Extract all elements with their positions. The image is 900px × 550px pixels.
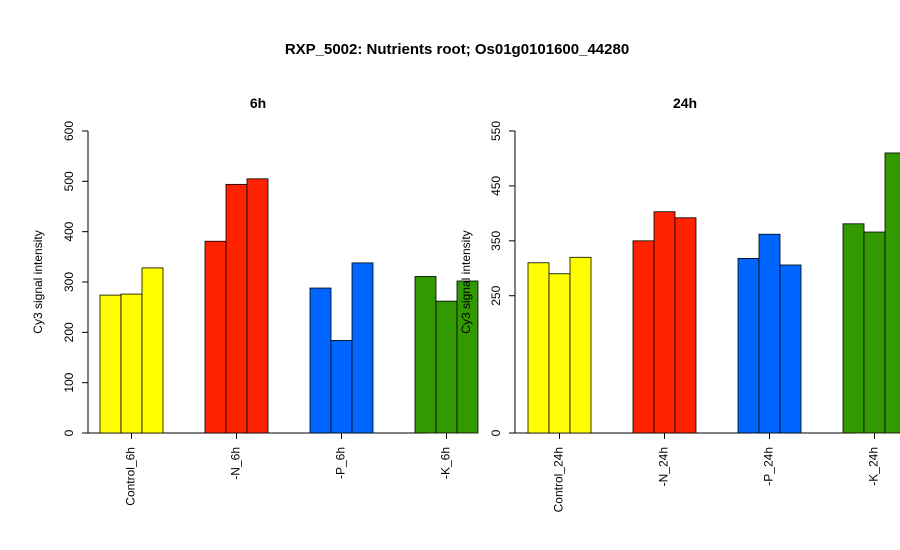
bar--N_24h-2 bbox=[653, 211, 676, 434]
bar--P_24h-2 bbox=[758, 233, 781, 434]
bar--P_6h-1 bbox=[309, 287, 332, 434]
chart-panel-6h: 6h Cy3 signal intensity 0 100 200 300 400 500 60… bbox=[31, 95, 479, 506]
bar--K_6h-3 bbox=[456, 280, 479, 434]
chart-title: RXP_5002: Nutrients root; Os01g0101600_4… bbox=[285, 41, 629, 58]
y-tick-label: 100 bbox=[62, 372, 76, 392]
y-tick-label: 500 bbox=[62, 171, 76, 191]
bar--K_24h-3 bbox=[884, 152, 900, 434]
bar-Control_24h-3 bbox=[569, 256, 592, 434]
bar-Control_24h-1 bbox=[527, 262, 550, 434]
bar--K_6h-1 bbox=[414, 276, 437, 434]
panel-title: 24h bbox=[673, 95, 697, 111]
bar--N_6h-3 bbox=[246, 178, 269, 434]
x-tick-label: Control_24h bbox=[552, 447, 566, 512]
bar--P_6h-2 bbox=[330, 339, 353, 434]
x-tick-label: -P_6h bbox=[334, 447, 348, 479]
bar--K_24h-2 bbox=[863, 231, 886, 434]
x-tick-label: -K_24h bbox=[867, 447, 881, 486]
bar-Control_24h-2 bbox=[548, 273, 571, 434]
y-tick-label: 250 bbox=[489, 285, 503, 305]
bar-Control_6h-1 bbox=[99, 294, 122, 434]
bar--N_6h-1 bbox=[204, 240, 227, 434]
y-tick-label: 300 bbox=[62, 272, 76, 292]
y-axis-label: Cy3 signal intensity bbox=[31, 230, 45, 333]
y-tick-label: 600 bbox=[62, 121, 76, 141]
y-tick-label: 550 bbox=[489, 121, 503, 141]
y-axis-label: Cy3 signal intensity bbox=[459, 230, 473, 333]
y-tick-label: 0 bbox=[489, 429, 503, 436]
x-tick-label: -N_6h bbox=[229, 447, 243, 480]
x-tick-label: Control_6h bbox=[124, 447, 138, 506]
x-tick-label: -K_6h bbox=[439, 447, 453, 479]
bar-Control_6h-3 bbox=[141, 267, 164, 434]
y-tick-label: 350 bbox=[489, 230, 503, 250]
bar--K_24h-1 bbox=[842, 223, 865, 434]
chart-panel-24h: 24h Cy3 signal intensity 0 250 350 450 550 Cont… bbox=[459, 95, 900, 512]
y-tick-label: 450 bbox=[489, 176, 503, 196]
bar--N_24h-3 bbox=[674, 217, 697, 434]
y-tick-label: 200 bbox=[62, 322, 76, 342]
bar-Control_6h-2 bbox=[120, 293, 143, 434]
y-tick-label: 0 bbox=[62, 429, 76, 436]
bar--N_6h-2 bbox=[225, 183, 248, 434]
panel-title: 6h bbox=[250, 95, 266, 111]
bar--P_6h-3 bbox=[351, 262, 374, 434]
x-tick-label: -P_24h bbox=[762, 447, 776, 486]
x-tick-label: -N_24h bbox=[657, 447, 671, 486]
bar--N_24h-1 bbox=[632, 240, 655, 434]
y-tick-label: 400 bbox=[62, 221, 76, 241]
bar--P_24h-3 bbox=[779, 264, 802, 434]
bar--K_6h-2 bbox=[435, 300, 458, 434]
bar--P_24h-1 bbox=[737, 257, 760, 434]
